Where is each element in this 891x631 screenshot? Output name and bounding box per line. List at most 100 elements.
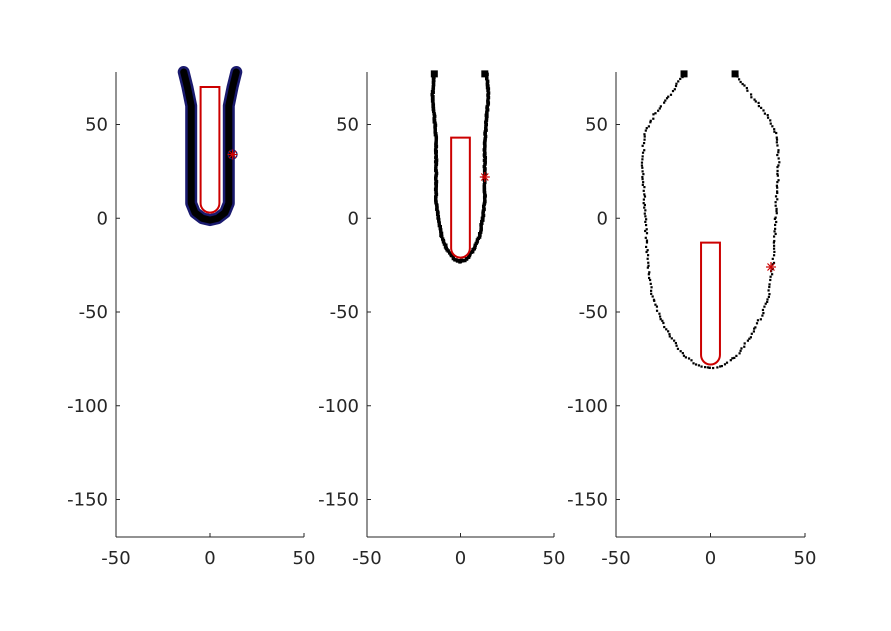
boundary-point [777,164,780,167]
boundary-point [484,122,489,127]
boundary-point [641,166,644,169]
boundary-point [650,292,653,295]
boundary-point [774,232,777,236]
boundary-point [643,203,646,207]
boundary-point [766,116,770,119]
boundary-point [645,245,648,249]
boundary-point [665,328,668,331]
boundary-point [750,332,753,335]
boundary-point [434,178,438,182]
boundary-point [644,220,647,223]
boundary-point [647,264,650,267]
boundary-point [775,184,779,187]
subplot-3: -150 -100 -50 0 50 -50 0 50 [567,70,816,569]
boundary-point [776,181,779,184]
boundary-point [434,171,439,176]
boundary-point [434,195,438,200]
boundary-point [773,217,776,221]
boundary-point [446,249,450,253]
boundary-point [697,364,701,367]
boundary-point [754,100,757,103]
boundary-point [438,225,442,229]
boundary-point [657,109,660,112]
x-tick-label: -50 [352,548,381,569]
boundary-point [706,366,709,369]
boundary-point [434,158,439,162]
boundary-point [757,104,760,108]
boundary-point [737,78,741,81]
boundary-point [478,233,482,237]
boundary-point [776,190,779,193]
boundary-point [642,189,645,192]
boundary-point [479,223,483,227]
boundary-point [719,365,722,368]
boundary-point [466,255,471,259]
boundary-point [643,133,646,136]
boundary-point [690,359,693,362]
boundary-point [674,341,677,345]
boundary-point [641,144,644,147]
boundary-point [775,131,778,135]
boundary-point [658,107,661,110]
boundary-point [760,106,763,109]
red-rectangle [450,136,471,259]
boundary-point [434,138,438,142]
boundary-point [776,169,779,173]
boundary-point [486,98,490,102]
boundary-point [749,336,752,339]
boundary-point [475,238,480,242]
boundary-point [748,337,751,340]
boundary-point [647,276,651,280]
boundary-point [694,363,698,366]
boundary-point [767,289,770,292]
boundary-point [641,158,644,161]
boundary-point [479,228,483,232]
x-tick-label: 0 [204,548,215,569]
asterisk-marker-stroke [480,173,489,181]
boundary-point [642,141,646,145]
boundary-point [486,91,491,95]
boundary-point [434,136,439,140]
boundary-point [649,282,652,285]
end-square-marker [481,70,489,78]
boundary-point [641,155,644,158]
boundary-point [434,150,438,155]
boundary-point [775,207,778,210]
boundary-point [481,209,485,213]
boundary-point [735,354,738,358]
boundary-point [480,216,485,221]
boundary-point [434,145,438,150]
x-tick-label: 50 [293,548,316,569]
boundary-point [723,363,727,366]
boundary-point [668,333,671,336]
boundary-point [771,125,774,128]
boundary-point [684,356,687,359]
boundary-point [772,254,776,257]
boundary-point [441,240,446,244]
boundary-point [435,212,440,217]
boundary-point [432,117,436,121]
boundary-point [773,250,776,253]
boundary-point [482,190,487,195]
boundary-point [773,128,776,131]
boundary-point [643,186,646,189]
boundary-point [430,93,434,97]
boundary-point [482,195,487,200]
x-tick-label: 50 [543,548,566,569]
boundary-point [655,305,659,308]
x-tick-label: 0 [455,548,466,569]
boundary-point [775,212,778,215]
boundary-point [778,161,781,164]
boundary-point [662,321,665,325]
boundary-point [669,93,673,96]
boundary-point [720,364,723,368]
boundary-point [486,88,490,93]
boundary-point [771,263,774,266]
y-tick-label: 0 [97,208,108,229]
boundary-point [435,207,439,211]
y-tick-label: 50 [85,115,108,136]
boundary-point [775,136,778,139]
boundary-point [775,209,778,213]
red-rectangle [700,241,721,366]
boundary-point [773,230,776,233]
